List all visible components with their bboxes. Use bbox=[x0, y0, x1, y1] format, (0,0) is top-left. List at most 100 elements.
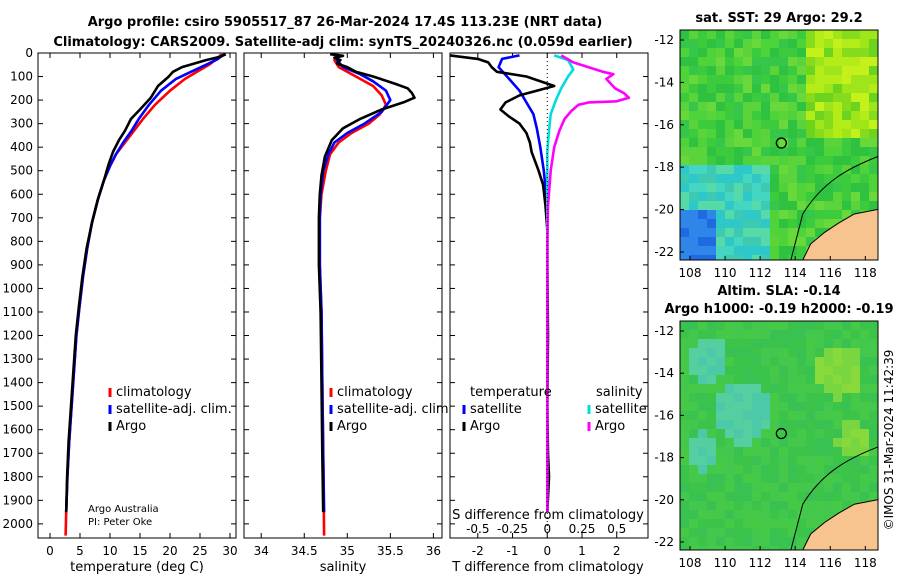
map-cell bbox=[698, 339, 707, 348]
map-cell bbox=[752, 438, 761, 447]
map-cell bbox=[824, 510, 833, 519]
map-cell bbox=[743, 237, 752, 246]
map-cell bbox=[860, 93, 869, 102]
map-cell bbox=[716, 147, 725, 156]
map-y-tick-label: -18 bbox=[654, 160, 674, 174]
map-cell bbox=[788, 219, 797, 228]
map-cell bbox=[734, 228, 743, 237]
map-cell bbox=[752, 66, 761, 75]
map-cell bbox=[761, 474, 770, 483]
map-cell bbox=[833, 411, 842, 420]
map-cell bbox=[797, 465, 806, 474]
map-cell bbox=[698, 120, 707, 129]
map-cell bbox=[734, 384, 743, 393]
map-cell bbox=[833, 183, 842, 192]
map-cell bbox=[815, 375, 824, 384]
map-cell bbox=[815, 492, 824, 501]
map-cell bbox=[680, 492, 689, 501]
map-cell bbox=[779, 393, 788, 402]
map-cell bbox=[716, 357, 725, 366]
map-cell bbox=[797, 510, 806, 519]
map-cell bbox=[788, 366, 797, 375]
map-cell bbox=[743, 465, 752, 474]
map-cell bbox=[689, 348, 698, 357]
map-cell bbox=[752, 138, 761, 147]
map-cell bbox=[743, 174, 752, 183]
map-cell bbox=[860, 438, 869, 447]
map-cell bbox=[698, 528, 707, 537]
map-cell bbox=[797, 528, 806, 537]
map-cell bbox=[680, 483, 689, 492]
map-cell bbox=[734, 57, 743, 66]
sla-map-panel: Altim. SLA: -0.14 Argo h1000: -0.19 h2000… bbox=[654, 284, 893, 570]
map-x-tick-label: 112 bbox=[749, 556, 772, 570]
map-cell bbox=[860, 330, 869, 339]
y-tick-label: 1800 bbox=[2, 470, 33, 484]
map-cell bbox=[716, 375, 725, 384]
map-cell bbox=[833, 357, 842, 366]
map-cell bbox=[851, 147, 860, 156]
map-cell bbox=[752, 501, 761, 510]
map-cell bbox=[788, 57, 797, 66]
map-cell bbox=[806, 411, 815, 420]
map-cell bbox=[743, 147, 752, 156]
map-cell bbox=[779, 474, 788, 483]
map-cell bbox=[797, 429, 806, 438]
map-cell bbox=[761, 210, 770, 219]
salinity-profile-frame bbox=[243, 52, 443, 539]
x-tick-label: 25 bbox=[192, 544, 207, 558]
map-cell bbox=[770, 501, 779, 510]
map-cell bbox=[779, 192, 788, 201]
map-cell bbox=[770, 510, 779, 519]
map-cell bbox=[707, 438, 716, 447]
map-cell bbox=[788, 411, 797, 420]
y-tick-label: 200 bbox=[10, 93, 33, 107]
map-cell bbox=[725, 465, 734, 474]
map-cell bbox=[734, 492, 743, 501]
map-cell bbox=[824, 39, 833, 48]
map-cell bbox=[842, 402, 851, 411]
map-cell bbox=[788, 321, 797, 330]
map-cell bbox=[761, 156, 770, 165]
map-cell bbox=[815, 321, 824, 330]
map-cell bbox=[779, 339, 788, 348]
map-cell bbox=[788, 537, 797, 546]
map-cell bbox=[743, 321, 752, 330]
map-cell bbox=[698, 174, 707, 183]
map-cell bbox=[788, 39, 797, 48]
map-cell bbox=[824, 210, 833, 219]
map-cell bbox=[824, 339, 833, 348]
map-cell bbox=[698, 438, 707, 447]
map-cell bbox=[725, 546, 734, 550]
map-x-tick-label: 116 bbox=[819, 556, 842, 570]
map-cell bbox=[743, 330, 752, 339]
map-cell bbox=[761, 429, 770, 438]
map-cell bbox=[779, 447, 788, 456]
map-cell bbox=[761, 357, 770, 366]
map-cell bbox=[869, 348, 878, 357]
map-cell bbox=[842, 357, 851, 366]
map-cell bbox=[698, 321, 707, 330]
map-cell bbox=[770, 84, 779, 93]
map-cell bbox=[725, 519, 734, 528]
map-cell bbox=[770, 48, 779, 57]
map-cell bbox=[698, 465, 707, 474]
map-cell bbox=[851, 465, 860, 474]
map-cell bbox=[743, 30, 752, 39]
map-cell bbox=[806, 456, 815, 465]
map-cell bbox=[824, 447, 833, 456]
map-cell bbox=[761, 129, 770, 138]
map-cell bbox=[698, 192, 707, 201]
map-cell bbox=[824, 174, 833, 183]
map-cell bbox=[779, 201, 788, 210]
x-tick-label: -1 bbox=[507, 544, 519, 558]
map-cell bbox=[824, 165, 833, 174]
map-y-tick-label: -16 bbox=[654, 408, 674, 422]
map-cell bbox=[770, 438, 779, 447]
map-cell bbox=[707, 519, 716, 528]
map-cell bbox=[833, 330, 842, 339]
map-cell bbox=[716, 111, 725, 120]
map-cell bbox=[716, 165, 725, 174]
map-cell bbox=[824, 420, 833, 429]
map-cell bbox=[698, 129, 707, 138]
